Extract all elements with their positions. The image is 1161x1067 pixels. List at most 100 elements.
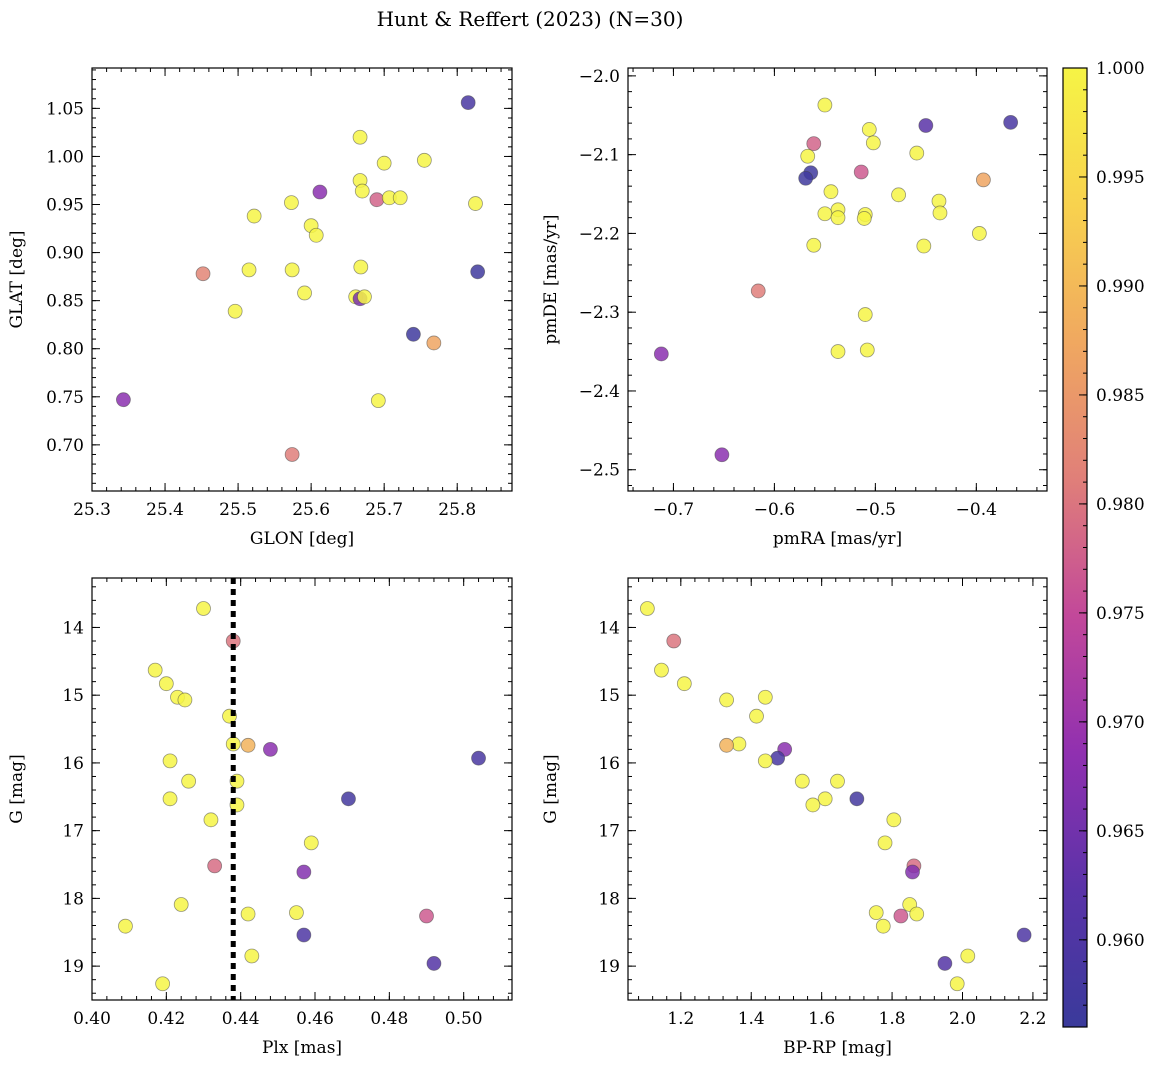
plot-frame <box>627 67 1048 492</box>
scatter-point <box>817 206 833 222</box>
scatter-point <box>118 918 133 934</box>
scatter-point <box>861 122 877 137</box>
colorbar-tick-label: 0.970 <box>1096 713 1145 733</box>
scatter-point <box>284 262 300 278</box>
colorbar-tick-label: 0.965 <box>1096 822 1145 842</box>
colorbar-tick-label: 0.980 <box>1096 495 1145 515</box>
scatter-point <box>830 210 846 226</box>
scatter-point <box>817 97 833 113</box>
scatter-point <box>308 227 324 243</box>
scatter-point <box>877 835 893 851</box>
scatter-point <box>749 708 764 724</box>
scatter-point <box>653 346 669 362</box>
scatter-point <box>806 237 822 253</box>
colorbar-tick-label: 0.960 <box>1096 931 1145 951</box>
scatter-point <box>196 601 211 616</box>
scatter-point <box>905 864 920 880</box>
y-tick-label: 14 <box>598 618 620 638</box>
x-axis-label: Plx [mas] <box>262 1038 342 1058</box>
y-tick-label: 16 <box>62 754 84 774</box>
y-tick-label: 19 <box>62 957 84 977</box>
scatter-point <box>960 948 976 964</box>
scatter-point <box>654 662 669 678</box>
scatter-point <box>800 148 816 164</box>
y-tick-label: −2.5 <box>579 461 620 481</box>
scatter-point <box>916 238 932 254</box>
colorbar-tick-label: 1.000 <box>1096 59 1145 79</box>
scatter-point <box>419 908 434 924</box>
x-tick-label: 1.2 <box>667 1009 694 1029</box>
scatter-point <box>868 905 884 921</box>
x-tick-label: 0.40 <box>73 1009 111 1029</box>
scatter-point <box>859 342 875 358</box>
scatter-point <box>891 187 906 203</box>
y-tick-label: 18 <box>62 889 84 909</box>
scatter-point <box>471 750 486 766</box>
y-tick-label: 15 <box>62 686 84 706</box>
x-tick-label: −0.6 <box>754 500 795 520</box>
scatter-point <box>932 205 948 221</box>
x-tick-label: 0.42 <box>147 1009 185 1029</box>
scatter-point <box>805 797 821 813</box>
y-tick-label: −2.3 <box>579 303 620 323</box>
x-tick-label: 25.8 <box>438 500 476 520</box>
scatter-point <box>263 741 278 757</box>
scatter-point <box>352 129 368 145</box>
scatter-point <box>244 948 260 964</box>
y-tick-label: 15 <box>598 686 620 706</box>
scatter-point <box>639 601 655 616</box>
scatter-point <box>341 791 356 807</box>
scatter-point <box>284 195 299 210</box>
x-tick-label: 1.4 <box>738 1009 765 1029</box>
x-tick-label: 2.2 <box>1019 1009 1046 1029</box>
scatter-point <box>757 753 773 769</box>
y-tick-label: 17 <box>62 822 84 842</box>
scatter-point <box>817 791 833 807</box>
scatter-point <box>719 692 734 708</box>
y-tick-label: 17 <box>598 822 620 842</box>
scatter-point <box>116 392 131 408</box>
figure-title: Hunt & Reffert (2023) (N=30) <box>377 7 684 31</box>
y-axis-label: G [mag] <box>541 754 561 823</box>
scatter-point <box>426 956 442 971</box>
scatter-point <box>158 676 174 692</box>
scatter-point <box>284 447 300 462</box>
scatter-point <box>370 393 386 409</box>
y-tick-label: 0.85 <box>46 292 84 312</box>
scatter-point <box>296 927 312 943</box>
scatter-point <box>354 183 370 199</box>
scatter-point <box>798 170 814 186</box>
scatter-point <box>392 190 408 206</box>
plot-frame <box>627 577 1048 1001</box>
scatter-points <box>639 601 1032 992</box>
scatter-point <box>830 344 846 359</box>
scatter-point <box>757 689 773 705</box>
scatter-point <box>246 208 262 224</box>
scatter-point <box>1016 927 1032 943</box>
scatter-point <box>312 184 328 200</box>
scatter-point <box>470 264 486 280</box>
x-tick-label: −0.4 <box>956 500 997 520</box>
y-tick-label: −2.2 <box>579 224 620 244</box>
scatter-point <box>909 145 925 161</box>
y-axis-label: GLAT [deg] <box>7 230 27 328</box>
colorbar-tick-label: 0.995 <box>1096 168 1145 188</box>
scatter-points <box>116 95 486 462</box>
panel-plx-g: 0.40 0.42 0.44 0.46 0.48 0.50 14 15 16 17 18 19 Plx … <box>7 577 513 1058</box>
scatter-point <box>289 905 304 921</box>
scatter-point <box>203 812 219 828</box>
scatter-point <box>173 897 189 912</box>
panel-bprp-g: 1.2 1.4 1.6 1.8 2.0 2.2 14 15 16 17 18 19 BP-RP [mag… <box>541 577 1048 1058</box>
scatter-point <box>806 136 822 152</box>
y-axis-label: G [mag] <box>7 754 27 823</box>
scatter-point <box>241 262 257 278</box>
y-tick-label: 1.05 <box>46 99 84 119</box>
x-axis-label: pmRA [mas/yr] <box>773 529 902 549</box>
scatter-points <box>118 601 486 992</box>
scatter-point <box>719 737 734 753</box>
x-tick-label: 25.4 <box>146 500 184 520</box>
scatter-point <box>770 750 786 766</box>
y-tick-label: −2.0 <box>579 67 620 87</box>
scatter-point <box>1003 114 1019 130</box>
